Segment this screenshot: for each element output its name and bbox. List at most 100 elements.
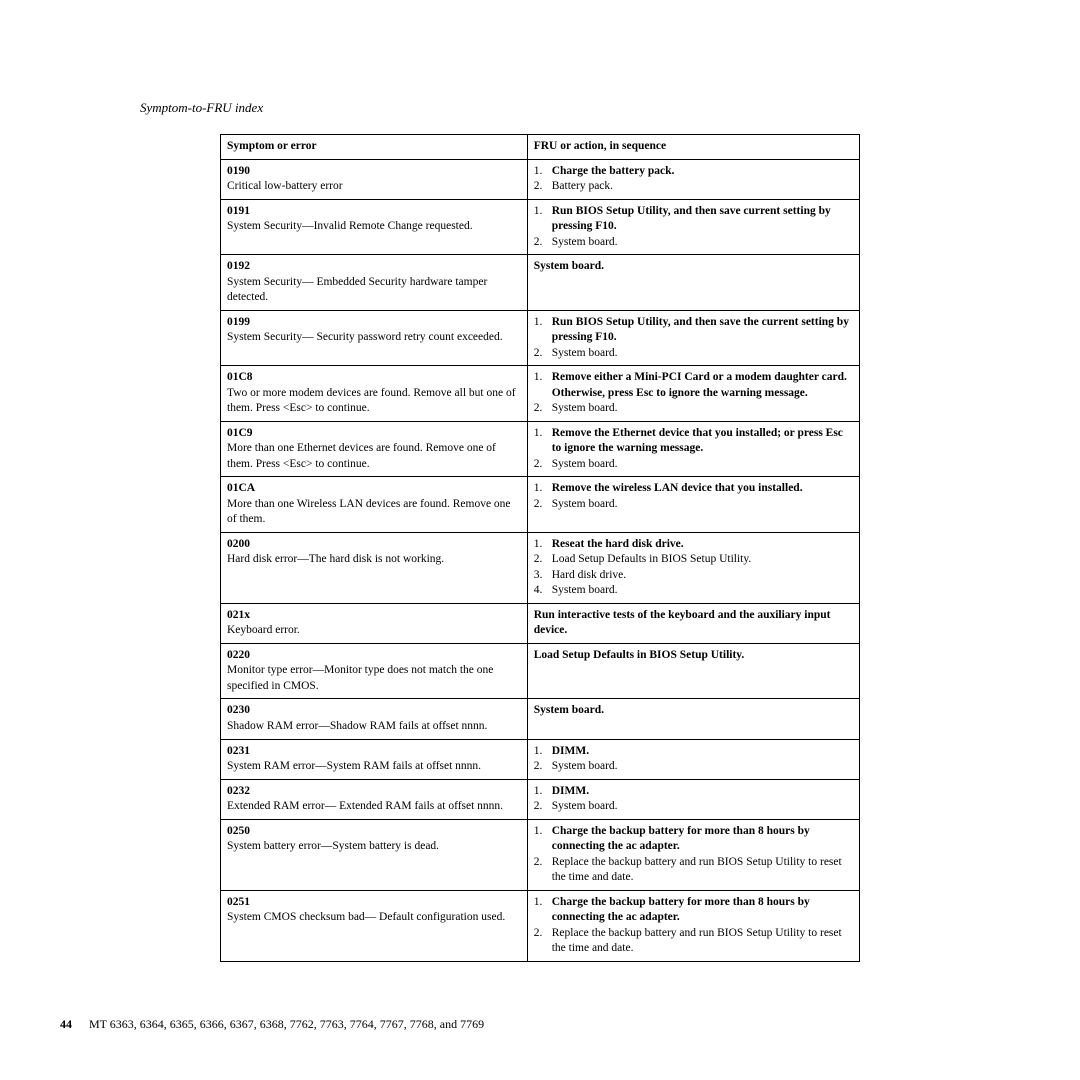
error-description: Shadow RAM error—Shadow RAM fails at off…: [227, 719, 521, 735]
fru-action-list: 1.Run BIOS Setup Utility, and then save …: [534, 204, 853, 251]
list-text: DIMM.: [552, 745, 589, 757]
fru-action-text: Run interactive tests of the keyboard an…: [534, 608, 853, 639]
list-number: 1.: [534, 426, 543, 442]
table-row: 0230Shadow RAM error—Shadow RAM fails at…: [221, 699, 860, 739]
error-description: Monitor type error—Monitor type does not…: [227, 663, 521, 694]
fru-action-item: 2.Replace the backup battery and run BIO…: [534, 926, 853, 957]
fru-action-item: 2.System board.: [534, 346, 853, 362]
fru-action-item: 1.Run BIOS Setup Utility, and then save …: [534, 204, 853, 235]
fru-action-text: System board.: [534, 259, 853, 275]
error-code: 0220: [227, 648, 521, 664]
list-number: 1.: [534, 824, 543, 840]
symptom-cell: 0232Extended RAM error— Extended RAM fai…: [221, 779, 528, 819]
fru-cell: Load Setup Defaults in BIOS Setup Utilit…: [527, 643, 859, 699]
list-text: Charge the battery pack.: [552, 165, 675, 177]
list-text: System board.: [552, 800, 618, 812]
list-number: 1.: [534, 481, 543, 497]
list-number: 2.: [534, 401, 543, 417]
list-number: 2.: [534, 855, 543, 871]
list-text: Run BIOS Setup Utility, and then save th…: [552, 316, 849, 344]
list-number: 1.: [534, 784, 543, 800]
list-number: 2.: [534, 552, 543, 568]
list-text: System board.: [552, 347, 618, 359]
fru-cell: 1. Run BIOS Setup Utility, and then save …: [527, 310, 859, 366]
list-text: System board.: [552, 498, 618, 510]
fru-action-list: 1.Remove the Ethernet device that you in…: [534, 426, 853, 473]
footer-text: MT 6363, 6364, 6365, 6366, 6367, 6368, 7…: [89, 1017, 484, 1031]
table-row: 021xKeyboard error.Run interactive tests…: [221, 603, 860, 643]
list-number: 2.: [534, 235, 543, 251]
table-row: 0191System Security—Invalid Remote Chang…: [221, 199, 860, 255]
fru-action-item: 1. Remove the wireless LAN device that yo…: [534, 481, 853, 497]
error-code: 0232: [227, 784, 521, 800]
symptom-cell: 0251System CMOS checksum bad— Default co…: [221, 890, 528, 961]
list-text: System board.: [552, 402, 618, 414]
list-text: Reseat the hard disk drive.: [552, 538, 684, 550]
symptom-cell: 0199System Security— Security password r…: [221, 310, 528, 366]
fru-cell: 1.Remove the Ethernet device that you in…: [527, 421, 859, 477]
list-text: Remove the wireless LAN device that you …: [552, 482, 803, 494]
list-number: 1.: [534, 537, 543, 553]
list-number: 1.: [534, 315, 543, 331]
list-number: 3.: [534, 568, 543, 584]
fru-cell: 1.Charge the battery pack.2.Battery pack…: [527, 159, 859, 199]
error-code: 0191: [227, 204, 521, 220]
error-code: 0230: [227, 703, 521, 719]
table-row: 0231System RAM error—System RAM fails at…: [221, 739, 860, 779]
list-text: Charge the backup battery for more than …: [552, 896, 810, 924]
symptom-cell: 01C9More than one Ethernet devices are f…: [221, 421, 528, 477]
error-description: More than one Ethernet devices are found…: [227, 441, 521, 472]
fru-action-item: 2.System board.: [534, 497, 853, 513]
error-code: 021x: [227, 608, 521, 624]
table-row: 0200Hard disk error—The hard disk is not…: [221, 532, 860, 603]
error-code: 01CA: [227, 481, 521, 497]
error-description: System Security— Embedded Security hardw…: [227, 275, 521, 306]
fru-action-item: 1.Remove the Ethernet device that you in…: [534, 426, 853, 457]
error-description: Keyboard error.: [227, 623, 521, 639]
table-row: 0250System battery error—System battery …: [221, 819, 860, 890]
fru-action-item: 1.Remove either a Mini-PCI Card or a mod…: [534, 370, 853, 401]
list-text: Battery pack.: [552, 180, 613, 192]
fru-action-item: 2. System board.: [534, 457, 853, 473]
symptom-cell: 0231System RAM error—System RAM fails at…: [221, 739, 528, 779]
fru-cell: 1. Reseat the hard disk drive. 2.Load Setu…: [527, 532, 859, 603]
list-number: 2.: [534, 457, 543, 473]
table-row: 0190Critical low-battery error1.Charge t…: [221, 159, 860, 199]
fru-cell: 1.Charge the backup battery for more tha…: [527, 819, 859, 890]
fru-action-list: 1.DIMM.2.System board.: [534, 744, 853, 775]
list-text: DIMM.: [552, 785, 589, 797]
fru-action-item: 2.Load Setup Defaults in BIOS Setup Util…: [534, 552, 853, 568]
error-description: Two or more modem devices are found. Rem…: [227, 386, 521, 417]
symptom-fru-table: Symptom or error FRU or action, in seque…: [220, 134, 860, 962]
fru-cell: 1.Charge the backup battery for more tha…: [527, 890, 859, 961]
fru-action-item: 2.System board.: [534, 759, 853, 775]
fru-action-item: 1.Charge the battery pack.: [534, 164, 853, 180]
symptom-cell: 0250System battery error—System battery …: [221, 819, 528, 890]
fru-action-list: 1. Reseat the hard disk drive. 2.Load Setu…: [534, 537, 853, 599]
error-code: 0190: [227, 164, 521, 180]
table-row: 01C9More than one Ethernet devices are f…: [221, 421, 860, 477]
page-footer: 44 MT 6363, 6364, 6365, 6366, 6367, 6368…: [60, 1017, 484, 1032]
table-row: 0251System CMOS checksum bad— Default co…: [221, 890, 860, 961]
error-description: System RAM error—System RAM fails at off…: [227, 759, 521, 775]
list-text: Hard disk drive.: [552, 569, 626, 581]
list-text: System board.: [552, 584, 618, 596]
error-description: Extended RAM error— Extended RAM fails a…: [227, 799, 521, 815]
list-text: Remove either a Mini-PCI Card or a modem…: [552, 371, 847, 399]
error-description: System CMOS checksum bad— Default config…: [227, 910, 521, 926]
symptom-cell: 01C8Two or more modem devices are found.…: [221, 366, 528, 422]
symptom-cell: 01CAMore than one Wireless LAN devices a…: [221, 477, 528, 533]
fru-action-item: 1. DIMM.: [534, 784, 853, 800]
symptom-cell: 021xKeyboard error.: [221, 603, 528, 643]
error-code: 0199: [227, 315, 521, 331]
list-text: System board.: [552, 458, 618, 470]
list-number: 1.: [534, 204, 543, 220]
fru-action-list: 1. Remove the wireless LAN device that yo…: [534, 481, 853, 512]
list-number: 2.: [534, 799, 543, 815]
symptom-cell: 0191System Security—Invalid Remote Chang…: [221, 199, 528, 255]
fru-action-item: 2. System board.: [534, 799, 853, 815]
table-row: 0232Extended RAM error— Extended RAM fai…: [221, 779, 860, 819]
list-text: Replace the backup battery and run BIOS …: [552, 856, 842, 884]
fru-action-item: 1.DIMM.: [534, 744, 853, 760]
error-description: System Security—Invalid Remote Change re…: [227, 219, 521, 235]
